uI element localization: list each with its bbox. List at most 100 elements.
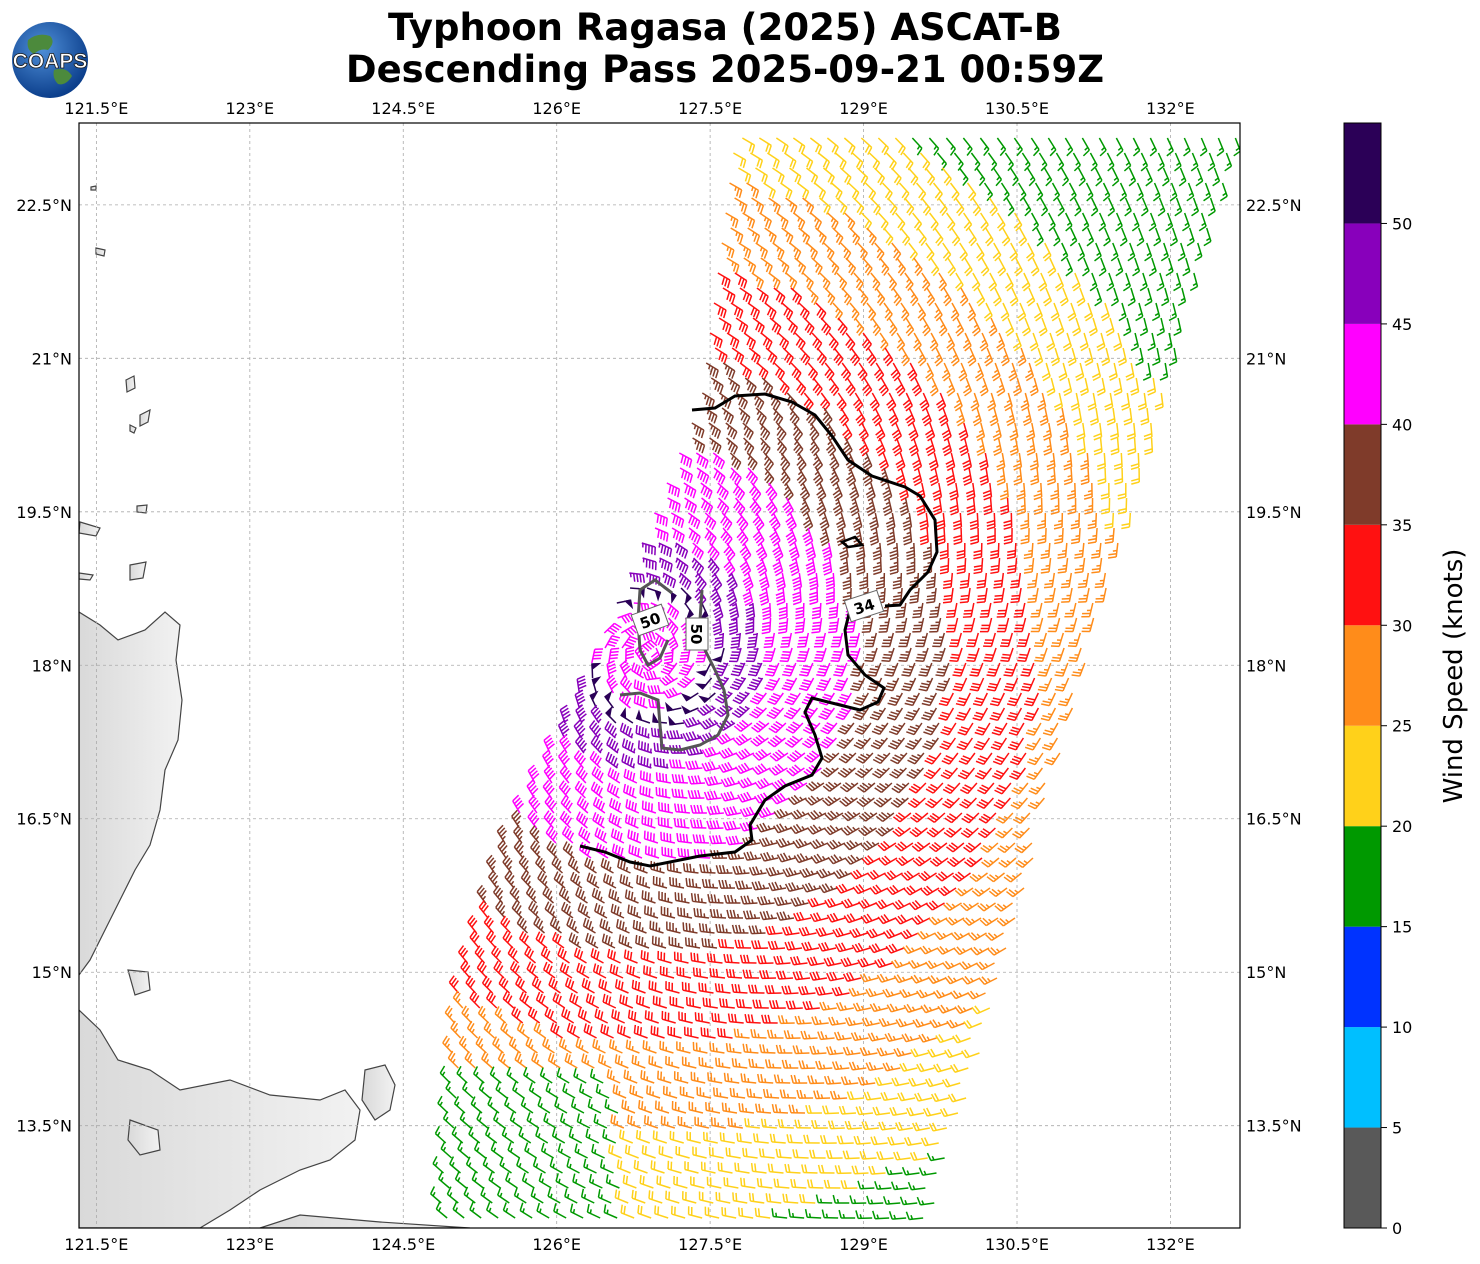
wind-barb: [1055, 152, 1065, 172]
land: [79, 185, 471, 1228]
wind-barb: [1022, 197, 1032, 217]
wind-barb: [841, 287, 852, 306]
colorbar-bin-6: [1344, 524, 1381, 626]
wind-barb: [800, 152, 814, 170]
wind-barb: [1086, 227, 1095, 247]
wind-barb: [1077, 167, 1086, 187]
wind-barb: [1069, 227, 1078, 247]
title-line-1: Typhoon Ragasa (2025) ASCAT-B: [388, 6, 1062, 49]
wind-barb: [979, 137, 990, 157]
wind-barb: [1203, 227, 1212, 247]
lon-tick-bottom-7: 132°E: [1146, 1235, 1195, 1254]
wind-barb: [823, 242, 835, 261]
wind-barb: [934, 227, 944, 247]
wind-barb: [1110, 287, 1120, 307]
wind-barb: [845, 257, 857, 276]
wind-barb: [798, 302, 810, 321]
wind-barb: [797, 182, 810, 200]
wind-barb: [1123, 152, 1132, 172]
wind-barb: [1165, 257, 1174, 277]
wind-barb: [925, 242, 935, 262]
wind-barb: [1053, 227, 1061, 247]
wind-barb: [824, 287, 836, 306]
wind-barb: [894, 137, 906, 156]
wind-barb: [750, 152, 764, 169]
colorbar-label-8: 40: [1392, 415, 1412, 434]
wind-barb: [781, 302, 794, 320]
wind-barb: [873, 167, 886, 186]
wind-barb: [734, 197, 748, 214]
wind-barb: [1144, 242, 1153, 262]
babuyan-island-3: [129, 424, 137, 434]
lat-tick-left-4: 16.5°N: [16, 810, 72, 829]
wind-barb: [827, 212, 839, 231]
wind-barb: [1094, 242, 1102, 262]
wind-barb: [739, 287, 753, 304]
wind-barb: [785, 272, 798, 290]
wind-barb: [1051, 182, 1061, 202]
wind-barb: [966, 182, 977, 202]
wind-barb: [1038, 152, 1048, 172]
wind-barb: [713, 302, 727, 319]
wind-barb: [1216, 137, 1225, 157]
wind-barb: [726, 257, 740, 274]
wind-barb: [733, 152, 747, 169]
wind-barb: [789, 242, 802, 260]
wind-barb: [747, 302, 761, 320]
logo-text: COAPS: [13, 50, 88, 73]
wind-barb: [1017, 182, 1027, 202]
lat-tick-right-5: 15°N: [1246, 963, 1286, 982]
wind-barb: [951, 227, 961, 247]
wind-barb: [1073, 197, 1082, 217]
wind-barb: [997, 212, 1006, 232]
wind-barb: [792, 137, 806, 155]
colorbar-label-2: 10: [1392, 1018, 1412, 1037]
lon-tick-top-0: 121.5°E: [64, 99, 128, 118]
wind-barb: [849, 227, 861, 246]
wind-barb: [907, 167, 919, 186]
wind-barb: [1094, 167, 1103, 187]
lon-tick-bottom-3: 126°E: [532, 1235, 581, 1254]
wind-barb: [794, 257, 807, 275]
wind-barb: [798, 227, 811, 245]
wind-barb: [875, 287, 886, 306]
wind-barb: [976, 242, 985, 262]
tiny-island: [90, 185, 97, 191]
wind-barb: [976, 287, 986, 307]
wind-barb: [1107, 197, 1116, 217]
wind-barb: [1004, 152, 1014, 172]
wind-barb: [741, 137, 756, 154]
wind-barb: [772, 167, 785, 184]
colorbar-bin-8: [1344, 323, 1381, 425]
wind-barb: [1119, 227, 1128, 247]
bottom-strip: [259, 1214, 471, 1228]
wind-barb: [955, 272, 964, 292]
wind-barb: [806, 242, 818, 260]
wind-barb: [1199, 137, 1208, 157]
wind-barb: [1169, 227, 1178, 247]
wind-barb: [1115, 212, 1123, 232]
wind-barb: [1157, 152, 1165, 172]
wind-barb: [887, 272, 898, 292]
wind-barb: [1018, 227, 1028, 247]
wind-barb: [954, 197, 965, 217]
wind-barb: [1169, 182, 1178, 202]
wind-barb: [968, 227, 977, 247]
wind-barb: [958, 167, 969, 187]
wind-barb: [764, 302, 777, 320]
wind-barb: [1203, 182, 1212, 202]
wind-barb: [1177, 242, 1186, 262]
wind-barb: [1194, 242, 1203, 262]
wind-barb: [758, 137, 772, 154]
wind-barb: [730, 227, 744, 244]
wind-barb: [721, 242, 735, 259]
lon-tick-bottom-4: 127.5°E: [678, 1235, 742, 1254]
lon-tick-top-6: 130.5°E: [985, 99, 1049, 118]
wind-barb: [767, 152, 780, 169]
wind-barb: [1081, 137, 1091, 157]
wind-barb: [1186, 182, 1195, 202]
wind-barb: [971, 272, 981, 292]
lon-tick-bottom-0: 121.5°E: [64, 1235, 128, 1254]
wind-barb: [1036, 227, 1044, 247]
